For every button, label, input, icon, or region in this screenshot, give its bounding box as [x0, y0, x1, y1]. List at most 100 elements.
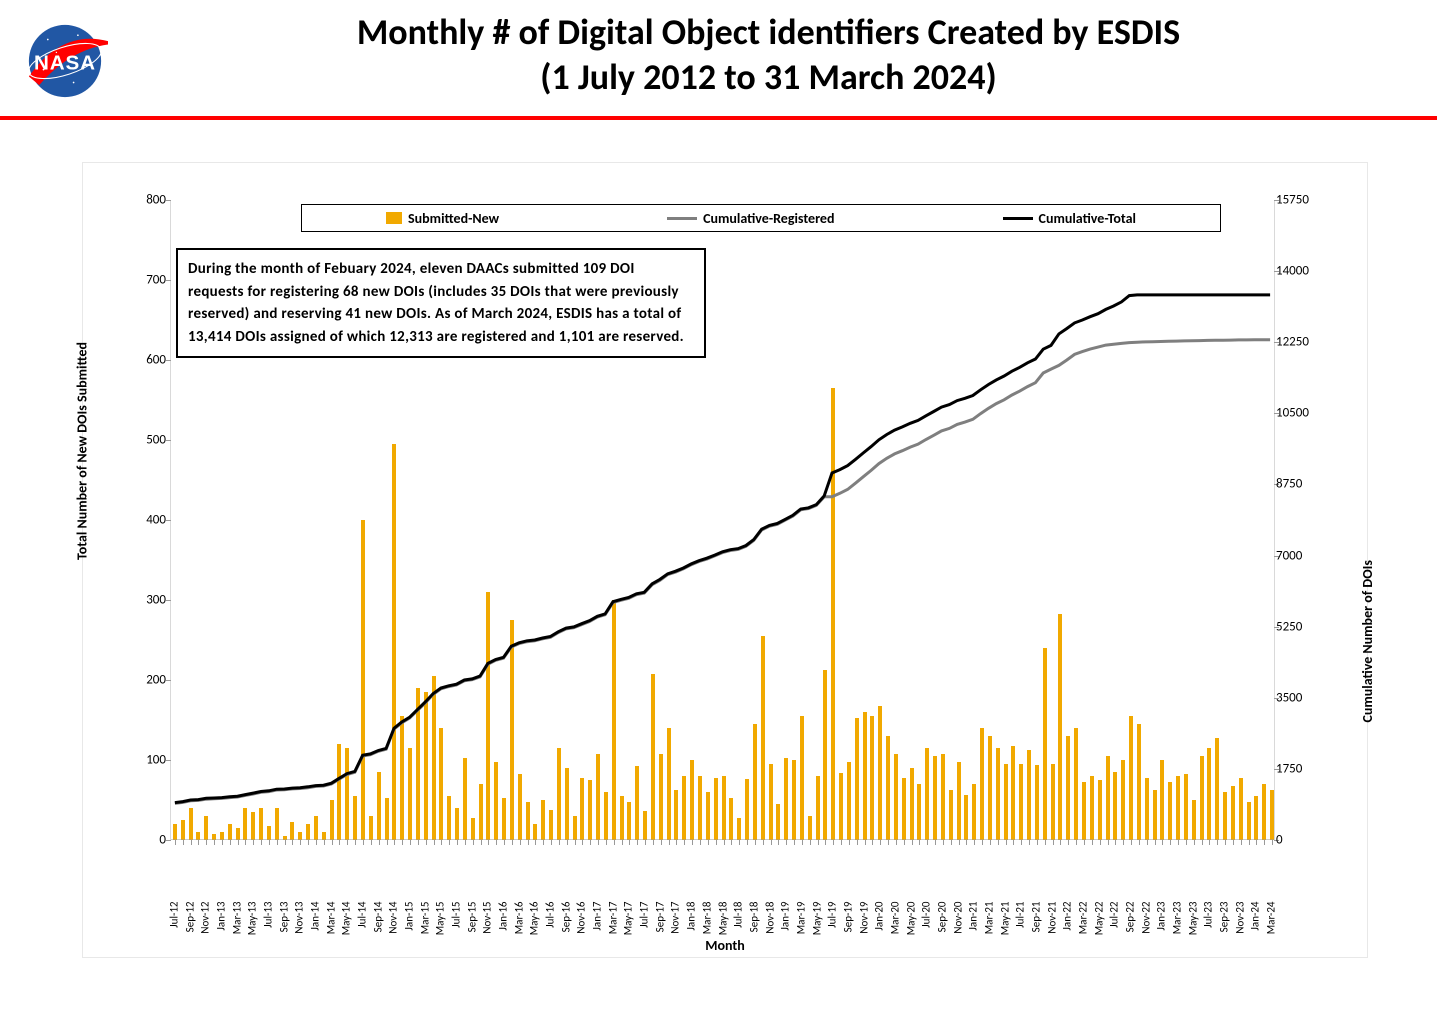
bar-submitted	[588, 780, 592, 840]
legend: Submitted-New Cumulative-Registered Cumu…	[301, 204, 1221, 232]
bar-submitted	[1231, 786, 1235, 840]
bar-submitted	[761, 636, 765, 840]
bar-submitted	[1247, 802, 1251, 840]
bar-submitted	[526, 802, 530, 840]
bar-submitted	[1058, 614, 1062, 840]
x-tick-label: Sep-12	[183, 902, 196, 962]
bar-submitted	[800, 716, 804, 840]
line-cumulative-total	[175, 295, 1270, 803]
bar-submitted	[1043, 648, 1047, 840]
bar-submitted	[196, 832, 200, 840]
x-tick-label: Jan-20	[873, 902, 886, 962]
bar-submitted	[408, 748, 412, 840]
bar-submitted	[322, 832, 326, 840]
bar-submitted	[816, 776, 820, 840]
bar-submitted	[839, 773, 843, 840]
x-tick-label: Nov-14	[387, 902, 400, 962]
x-tick-label: Sep-19	[841, 902, 854, 962]
bar-submitted	[455, 808, 459, 840]
y-right-tick: 3500	[1276, 690, 1320, 705]
x-tick-label: Mar-21	[982, 902, 995, 962]
bar-submitted	[251, 812, 255, 840]
bar-submitted	[1051, 764, 1055, 840]
bar-submitted	[910, 768, 914, 840]
x-tick-label: Sep-22	[1124, 902, 1137, 962]
annotation-box: During the month of Febuary 2024, eleven…	[176, 248, 706, 358]
title-line-1: Monthly # of Digital Object identifiers …	[140, 10, 1397, 55]
x-tick-label: Jan-18	[685, 902, 698, 962]
x-tick-label: Nov-17	[669, 902, 682, 962]
bar-submitted	[181, 820, 185, 840]
bar-submitted	[1137, 724, 1141, 840]
bar-submitted	[432, 676, 436, 840]
x-tick-label: May-19	[810, 902, 823, 962]
bar-submitted	[471, 818, 475, 840]
y-right-tick: 8750	[1276, 477, 1320, 492]
title-line-2: (1 July 2012 to 31 March 2024)	[140, 55, 1397, 100]
bar-submitted	[573, 816, 577, 840]
bar-submitted	[972, 784, 976, 840]
bar-submitted	[345, 748, 349, 840]
x-tick-label: Jan-14	[308, 902, 321, 962]
bar-submitted	[236, 828, 240, 840]
bar-submitted	[361, 520, 365, 840]
x-tick-label: May-23	[1186, 902, 1199, 962]
bar-submitted	[1215, 738, 1219, 840]
bar-submitted	[627, 802, 631, 840]
x-tick-label: Jul-20	[920, 902, 933, 962]
bar-submitted	[902, 778, 906, 840]
bar-submitted	[659, 754, 663, 840]
x-tick-label: Jul-17	[638, 902, 651, 962]
bar-submitted	[596, 754, 600, 840]
bar-submitted	[479, 784, 483, 840]
y-left-tick: 100	[132, 753, 166, 768]
bar-submitted	[220, 832, 224, 840]
x-tick-label: Jan-13	[214, 902, 227, 962]
bar-submitted	[330, 800, 334, 840]
y-left-tick: 500	[132, 433, 166, 448]
bar-submitted	[886, 736, 890, 840]
bar-submitted	[439, 728, 443, 840]
bar-submitted	[1239, 778, 1243, 840]
y-right-tick: 12250	[1276, 335, 1320, 350]
bar-submitted	[917, 784, 921, 840]
y-left-tick: 600	[132, 353, 166, 368]
bar-submitted	[1270, 790, 1274, 840]
x-tick-label: Jul-13	[261, 902, 274, 962]
bar-submitted	[1153, 790, 1157, 840]
bar-submitted	[690, 760, 694, 840]
bar-submitted	[565, 768, 569, 840]
bar-submitted	[1035, 765, 1039, 840]
bar-submitted	[722, 776, 726, 840]
bar-submitted	[533, 824, 537, 840]
bar-submitted	[643, 811, 647, 840]
bar-submitted	[831, 388, 835, 840]
x-tick-label: Jul-19	[826, 902, 839, 962]
bar-submitted	[964, 795, 968, 840]
bar-submitted	[259, 808, 263, 840]
bar-submitted	[870, 716, 874, 840]
bar-submitted	[283, 836, 287, 840]
legend-swatch-line-icon	[1003, 217, 1033, 220]
bar-submitted	[1098, 780, 1102, 840]
x-tick-label: Sep-17	[653, 902, 666, 962]
y-right-tick: 7000	[1276, 548, 1320, 563]
bar-submitted	[416, 688, 420, 840]
x-tick-label: May-13	[246, 902, 259, 962]
x-tick-label: Sep-16	[559, 902, 572, 962]
x-tick-label: Jul-18	[732, 902, 745, 962]
x-tick-label: Mar-14	[324, 902, 337, 962]
bar-submitted	[212, 834, 216, 840]
plot-area: Submitted-New Cumulative-Registered Cumu…	[170, 200, 1275, 840]
bar-submitted	[957, 762, 961, 840]
x-tick-label: Jul-21	[1014, 902, 1027, 962]
x-tick-label: Mar-19	[794, 902, 807, 962]
bar-submitted	[1011, 746, 1015, 840]
x-tick-label: Mar-15	[418, 902, 431, 962]
bar-submitted	[737, 818, 741, 840]
page-title: Monthly # of Digital Object identifiers …	[140, 10, 1397, 100]
x-tick-label: Mar-23	[1171, 902, 1184, 962]
bar-submitted	[400, 716, 404, 840]
x-tick-label: Nov-20	[951, 902, 964, 962]
x-tick-label: Nov-15	[481, 902, 494, 962]
